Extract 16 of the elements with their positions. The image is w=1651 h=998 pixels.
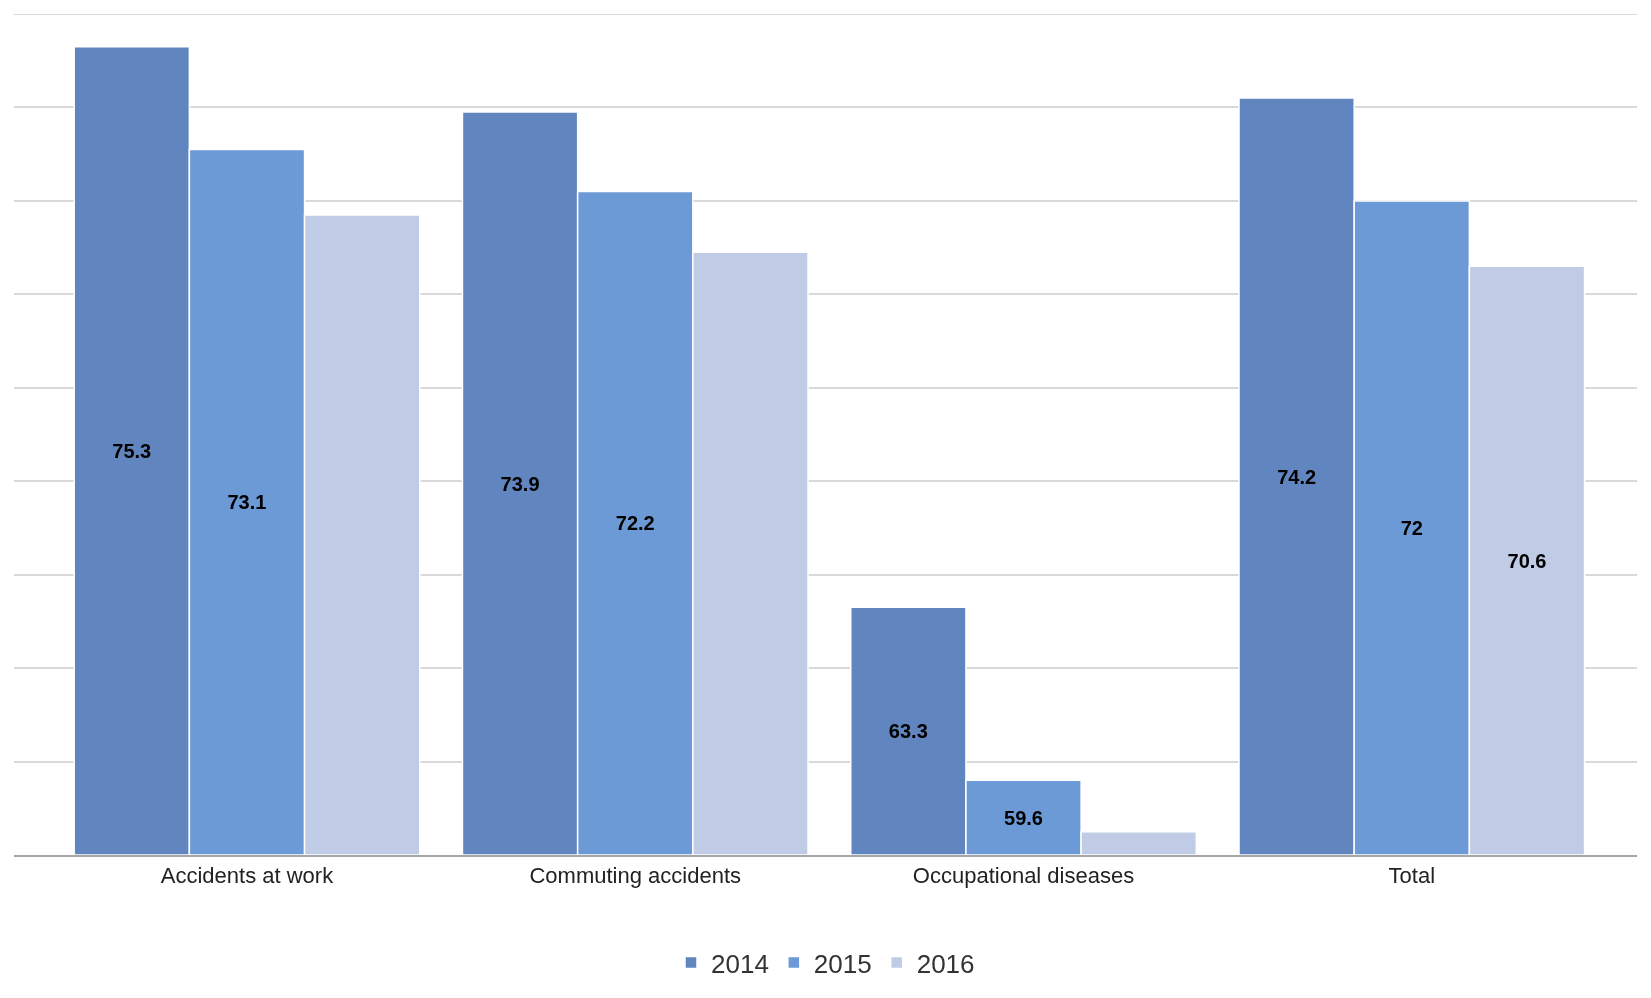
x-tick-label: Total	[1388, 863, 1436, 889]
data-label: 72	[1400, 516, 1423, 539]
data-label: 75.3	[112, 439, 152, 462]
data-label: 72.2	[615, 512, 655, 535]
data-label: 70.6	[1507, 549, 1547, 572]
x-tick-label: Commuting accidents	[529, 863, 742, 889]
legend-label: 2014	[711, 948, 769, 979]
data-label: 74.2	[1277, 465, 1317, 488]
x-tick-label: Occupational diseases	[912, 863, 1135, 889]
legend-label: 2016	[916, 948, 975, 979]
legend-label: 2015	[813, 948, 872, 979]
x-tick-label: Accidents at work	[160, 863, 335, 889]
data-label: 59.6	[1004, 806, 1043, 829]
data-label: 73.9	[500, 472, 540, 495]
data-label: 63.3	[888, 720, 928, 743]
data-label: 73.1	[227, 491, 267, 514]
